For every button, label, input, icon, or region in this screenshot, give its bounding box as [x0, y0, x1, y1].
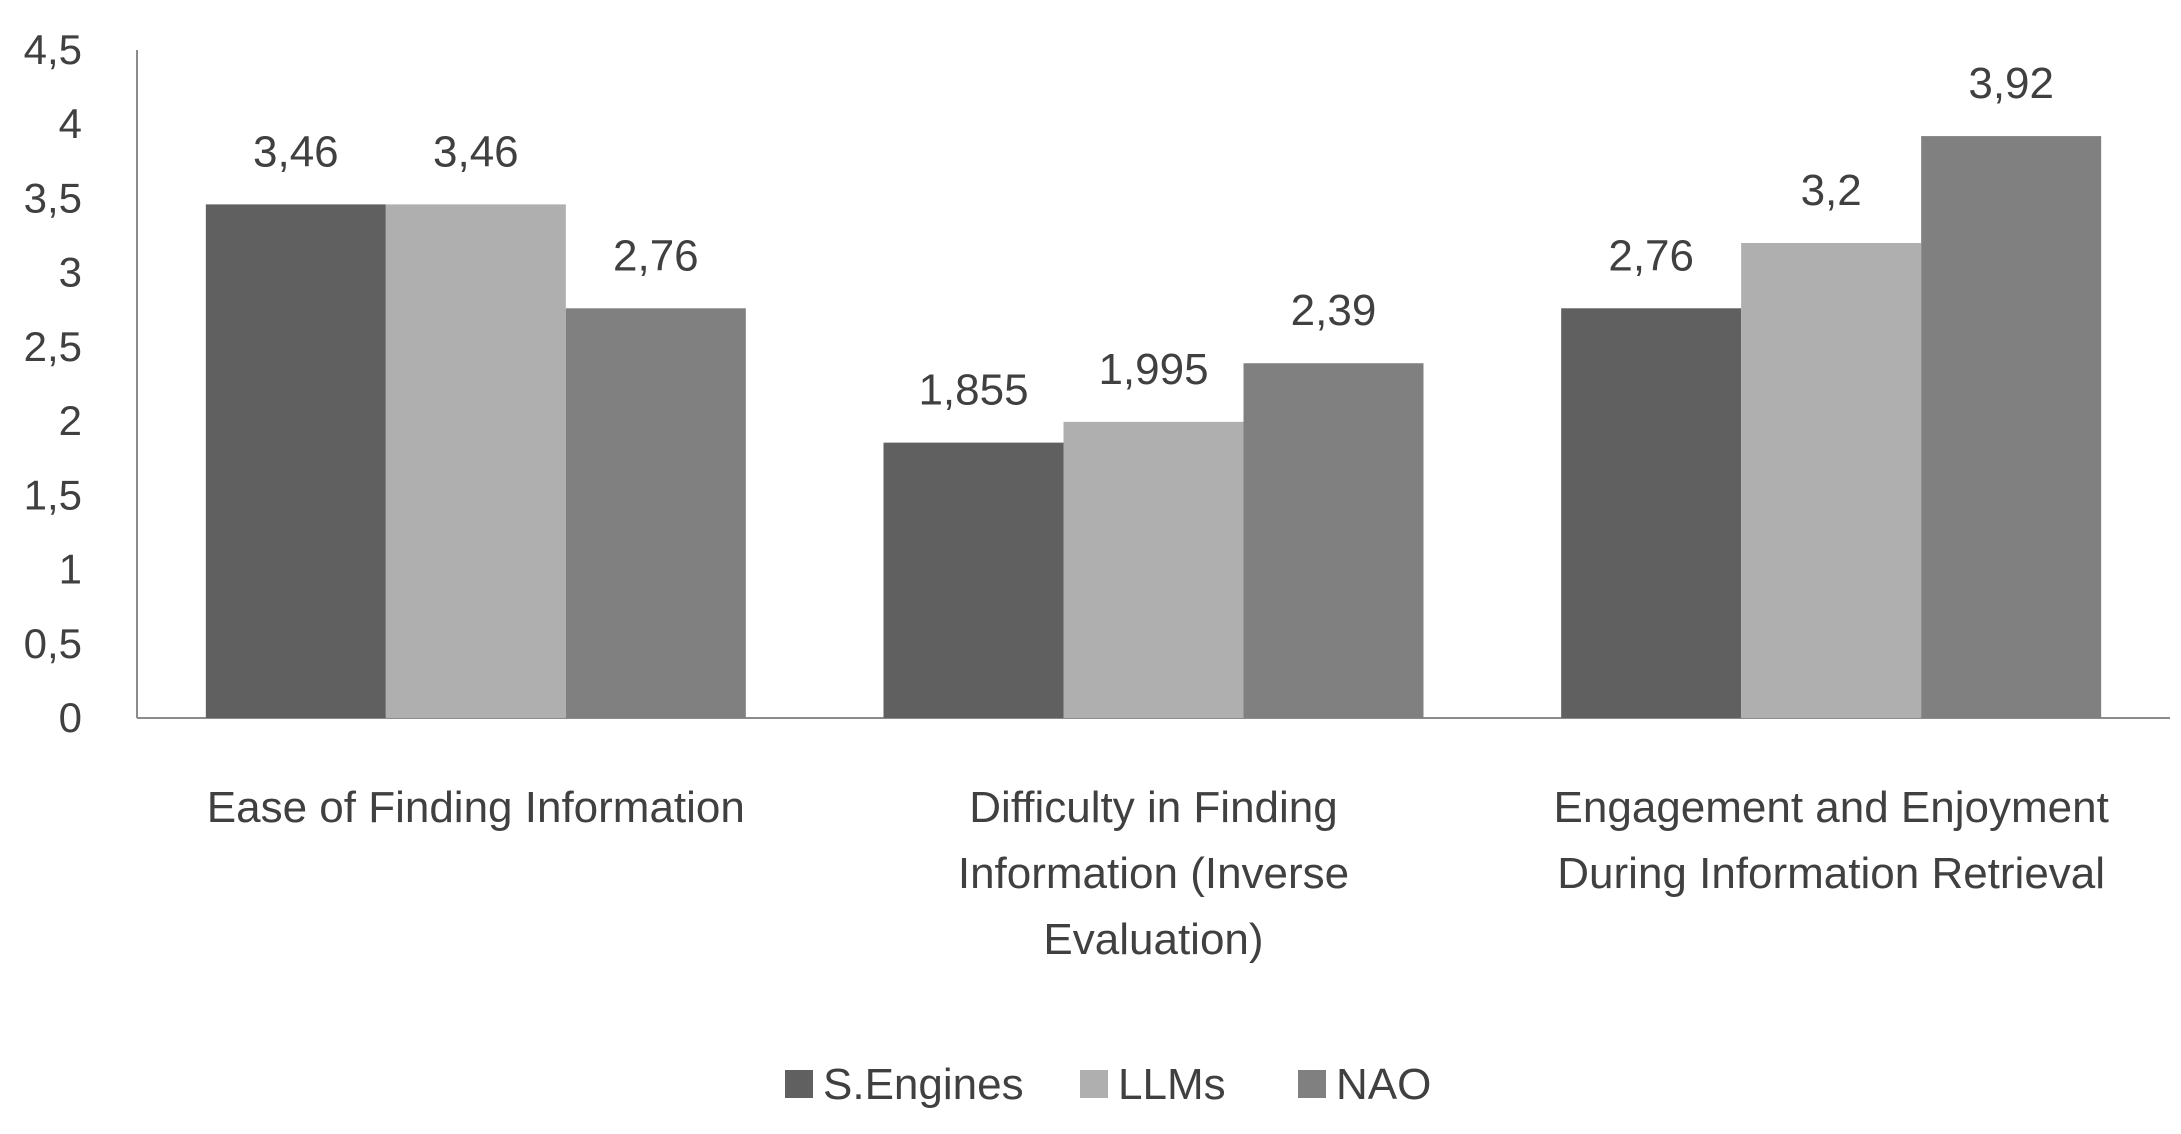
- y-tick-label: 3: [59, 249, 82, 296]
- legend: S.Engines LLMs NAO: [785, 1060, 1431, 1109]
- category-label: Difficulty in Finding: [969, 783, 1337, 832]
- legend-swatch: [785, 1070, 813, 1098]
- y-tick-label: 4,5: [24, 26, 82, 73]
- y-tick-label: 2: [59, 397, 82, 444]
- y-tick-label: 0: [59, 694, 82, 741]
- y-tick-label: 3,5: [24, 174, 82, 221]
- data-label: 2,76: [613, 231, 699, 280]
- y-tick-label: 1: [59, 546, 82, 593]
- category-label: Engagement and Enjoyment: [1554, 783, 2109, 832]
- y-tick-label: 1,5: [24, 471, 82, 518]
- category-label: Information (Inverse: [958, 849, 1349, 898]
- category-label: Evaluation): [1043, 915, 1263, 964]
- data-label: 3,92: [1968, 59, 2054, 108]
- y-tick-label: 4: [59, 100, 82, 147]
- legend-label: NAO: [1336, 1060, 1431, 1109]
- data-label: 3,46: [433, 127, 519, 176]
- bar-s-engines: [883, 442, 1064, 718]
- data-label: 3,46: [253, 127, 339, 176]
- data-label: 1,855: [918, 366, 1028, 415]
- bar-s-engines: [205, 204, 386, 719]
- bar-llms: [1741, 242, 1922, 718]
- bar-llms: [385, 204, 566, 719]
- data-label: 2,76: [1608, 231, 1694, 280]
- bar-s-engines: [1561, 308, 1742, 718]
- axes: 0 0,5 1 1,5 2 2,5 3 3,5 4 4,5: [24, 26, 2170, 741]
- bar-nao: [565, 308, 746, 718]
- data-label: 2,39: [1291, 286, 1377, 335]
- category-label: Ease of Finding Information: [207, 783, 745, 832]
- data-labels: 3,46 3,46 2,76 1,855 1,995 2,39 2,76 3,2 3,92: [253, 59, 2054, 415]
- legend-swatch: [1298, 1070, 1326, 1098]
- legend-label: S.Engines: [823, 1060, 1024, 1109]
- bar-llms: [1063, 421, 1244, 718]
- bar-nao: [1921, 136, 2102, 718]
- y-tick-label: 0,5: [24, 620, 82, 667]
- data-label: 1,995: [1098, 345, 1208, 394]
- legend-swatch: [1080, 1070, 1108, 1098]
- y-tick-label: 2,5: [24, 323, 82, 370]
- legend-label: LLMs: [1118, 1060, 1226, 1109]
- bar-nao: [1243, 363, 1424, 718]
- bars: [205, 136, 2102, 719]
- category-labels: Ease of Finding Information Difficulty in…: [207, 783, 2109, 964]
- data-label: 3,2: [1801, 166, 1862, 215]
- category-label: During Information Retrieval: [1557, 849, 2105, 898]
